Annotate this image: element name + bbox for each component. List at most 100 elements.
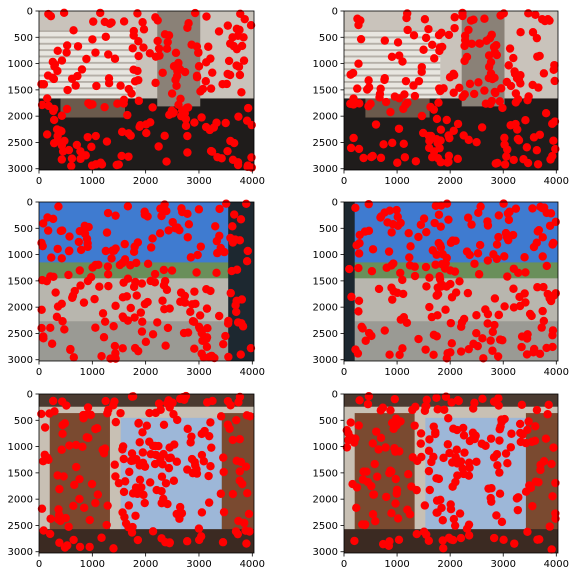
keypoint xyxy=(239,56,249,65)
keypoint xyxy=(518,430,527,439)
keypoint xyxy=(88,100,97,109)
keypoint xyxy=(224,56,234,66)
keypoint xyxy=(354,144,364,154)
keypoint xyxy=(539,282,548,292)
keypoint xyxy=(351,203,360,213)
keypoint xyxy=(387,52,397,61)
keypoint xyxy=(129,65,138,74)
keypoint xyxy=(126,131,135,140)
y-tick-label: 1000 xyxy=(8,250,33,261)
keypoint xyxy=(474,270,484,279)
keypoint xyxy=(528,80,537,90)
keypoint xyxy=(488,327,498,337)
keypoint xyxy=(89,17,98,26)
axes-frame xyxy=(343,10,559,171)
keypoint xyxy=(403,505,412,514)
keypoint xyxy=(236,350,245,359)
keypoint xyxy=(47,253,56,262)
keypoint xyxy=(184,220,194,229)
keypoint xyxy=(488,74,497,84)
y-tick-label: 3000 xyxy=(8,547,33,558)
keypoint xyxy=(548,119,557,128)
keypoint xyxy=(487,96,497,106)
keypoint xyxy=(444,30,454,40)
y-tick-label: 3000 xyxy=(313,164,338,175)
keypoint xyxy=(380,73,389,83)
blind-slat xyxy=(344,49,441,52)
keypoint xyxy=(176,297,185,306)
keypoint xyxy=(463,288,473,298)
keypoint xyxy=(424,446,434,456)
keypoint xyxy=(100,317,110,326)
keypoint xyxy=(521,298,530,307)
keypoint xyxy=(425,485,434,495)
keypoint xyxy=(436,86,445,96)
keypoint xyxy=(151,450,161,460)
keypoint xyxy=(551,478,560,488)
keypoint xyxy=(444,215,453,224)
keypoint xyxy=(174,62,183,71)
keypoint xyxy=(483,319,492,328)
keypoint xyxy=(151,78,160,88)
keypoint xyxy=(58,429,67,439)
keypoint xyxy=(439,544,448,553)
keypoint xyxy=(494,310,503,320)
keypoint xyxy=(76,245,86,255)
keypoint xyxy=(65,441,74,450)
keypoint xyxy=(37,323,46,333)
keypoint xyxy=(237,88,246,97)
keypoint xyxy=(493,352,503,361)
axes-frame xyxy=(38,393,255,554)
keypoint xyxy=(541,109,551,118)
keypoint xyxy=(520,253,529,262)
keypoint xyxy=(145,408,154,418)
keypoint xyxy=(194,535,204,545)
keypoint xyxy=(217,154,226,163)
keypoint xyxy=(243,488,252,498)
keypoint xyxy=(130,313,139,322)
keypoint xyxy=(513,505,523,515)
keypoint xyxy=(532,405,542,415)
keypoint xyxy=(453,154,462,164)
keypoint xyxy=(436,125,446,134)
keypoint xyxy=(134,96,144,106)
keypoint xyxy=(37,409,46,419)
keypoint xyxy=(108,246,117,255)
keypoint xyxy=(52,125,62,134)
keypoint xyxy=(425,435,434,444)
keypoint xyxy=(109,322,118,331)
keypoint xyxy=(123,110,132,120)
keypoint xyxy=(448,236,457,245)
keypoint xyxy=(139,25,149,34)
keypoint xyxy=(104,78,114,88)
panel-image-5 xyxy=(39,394,254,553)
keypoint xyxy=(228,238,238,247)
keypoint xyxy=(517,342,526,352)
keypoint xyxy=(111,301,120,311)
y-tick-label: 2500 xyxy=(313,138,338,149)
keypoint xyxy=(469,89,479,99)
keypoint xyxy=(172,71,182,81)
keypoint xyxy=(528,204,537,213)
keypoint xyxy=(495,436,504,445)
keypoint xyxy=(75,542,85,552)
keypoint xyxy=(216,243,225,253)
keypoint xyxy=(521,438,531,448)
keypoint xyxy=(177,204,186,213)
keypoint xyxy=(483,221,493,230)
keypoint xyxy=(490,87,499,97)
keypoint xyxy=(68,293,77,302)
keypoint xyxy=(119,454,128,464)
keypoint xyxy=(478,394,487,403)
keypoint xyxy=(432,135,441,144)
x-tick-label: 4000 xyxy=(240,367,265,378)
keypoint xyxy=(417,62,427,72)
keypoint xyxy=(532,33,542,43)
keypoint xyxy=(167,266,177,275)
keypoint xyxy=(113,99,122,108)
keypoint xyxy=(57,397,67,406)
keypoint xyxy=(239,33,248,42)
keypoint xyxy=(159,449,168,459)
keypoint xyxy=(151,52,161,61)
x-tick-label: 4000 xyxy=(544,559,569,570)
